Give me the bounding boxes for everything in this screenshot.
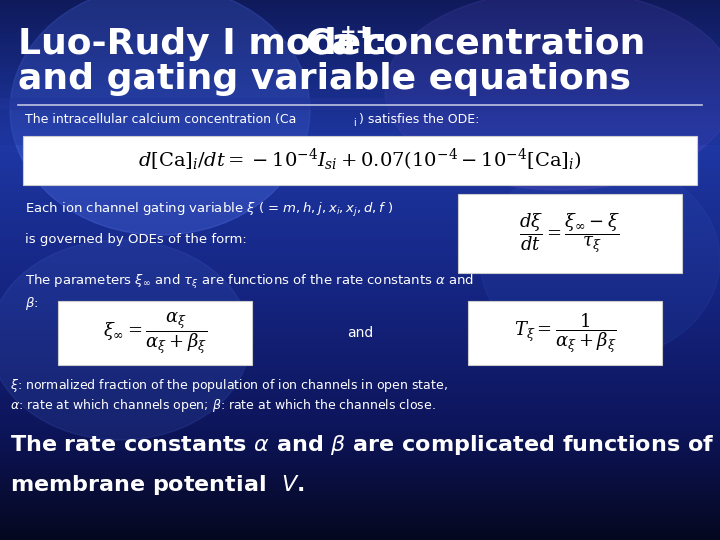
Text: ++: ++ xyxy=(340,24,373,43)
Text: Luo-Rudy I model:: Luo-Rudy I model: xyxy=(18,27,388,61)
Text: $\alpha$: rate at which channels open; $\beta$: rate at which the channels close: $\alpha$: rate at which channels open; $… xyxy=(10,396,436,414)
FancyBboxPatch shape xyxy=(23,136,697,185)
Text: The rate constants $\alpha$ and $\beta$ are complicated functions of the: The rate constants $\alpha$ and $\beta$ … xyxy=(10,433,720,457)
Text: Ca: Ca xyxy=(305,27,356,61)
Text: The intracellular calcium concentration (Ca: The intracellular calcium concentration … xyxy=(25,113,297,126)
Text: $d[\mathrm{Ca}]_i/dt = -10^{-4}I_{si}+0.07(10^{-4}-10^{-4}[\mathrm{Ca}]_i)$: $d[\mathrm{Ca}]_i/dt = -10^{-4}I_{si}+0.… xyxy=(138,147,582,173)
Text: membrane potential  $V$.: membrane potential $V$. xyxy=(10,473,305,497)
Text: is governed by ODEs of the form:: is governed by ODEs of the form: xyxy=(25,233,247,246)
Text: ) satisfies the ODE:: ) satisfies the ODE: xyxy=(359,113,480,126)
Ellipse shape xyxy=(0,240,250,440)
Text: $\beta$:: $\beta$: xyxy=(25,295,38,313)
FancyBboxPatch shape xyxy=(458,193,682,273)
Text: $T_{\xi} = \dfrac{1}{\alpha_{\xi}+\beta_{\xi}}$: $T_{\xi} = \dfrac{1}{\alpha_{\xi}+\beta_… xyxy=(513,311,616,355)
Bar xyxy=(0,0,720,145)
Text: $\dfrac{d\xi}{dt} = \dfrac{\xi_{\infty} - \xi}{\tau_{\xi}}$: $\dfrac{d\xi}{dt} = \dfrac{\xi_{\infty} … xyxy=(519,211,621,255)
Text: The parameters $\xi_{\infty}$ and $\tau_{\xi}$ are functions of the rate constan: The parameters $\xi_{\infty}$ and $\tau_… xyxy=(25,273,474,291)
FancyBboxPatch shape xyxy=(58,301,252,365)
Text: $\xi_{\infty} = \dfrac{\alpha_{\xi}}{\alpha_{\xi}+\beta_{\xi}}$: $\xi_{\infty} = \dfrac{\alpha_{\xi}}{\al… xyxy=(103,310,207,356)
Ellipse shape xyxy=(385,0,720,190)
Text: and: and xyxy=(347,326,373,340)
Text: $\xi$: normalized fraction of the population of ion channels in open state,: $\xi$: normalized fraction of the popula… xyxy=(10,376,448,394)
Text: concentration: concentration xyxy=(362,27,645,61)
Text: i: i xyxy=(353,118,356,128)
Ellipse shape xyxy=(10,0,310,235)
Text: Each ion channel gating variable $\xi$ ( = $m,h,j,x_i,x_j,d,f$ ): Each ion channel gating variable $\xi$ (… xyxy=(25,201,393,219)
Ellipse shape xyxy=(480,160,720,360)
FancyBboxPatch shape xyxy=(468,301,662,365)
Bar xyxy=(0,98,720,110)
Text: and gating variable equations: and gating variable equations xyxy=(18,62,631,96)
